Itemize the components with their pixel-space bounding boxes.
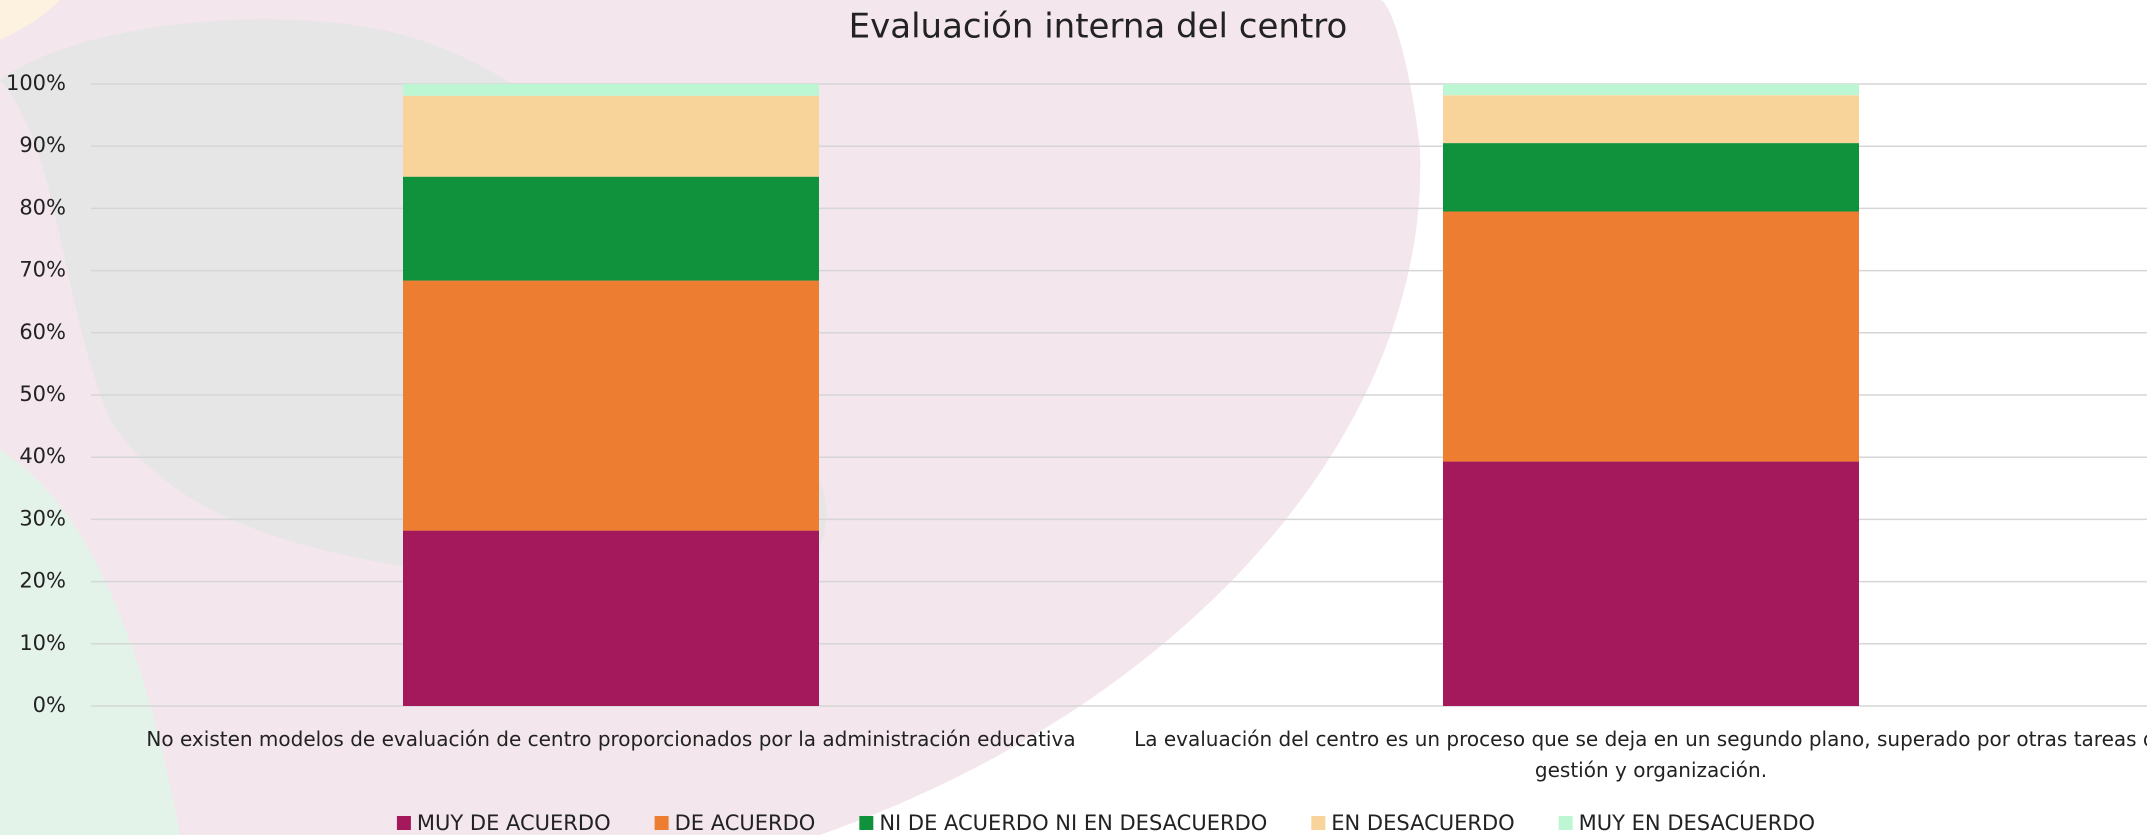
background-blob — [0, 0, 60, 40]
y-tick-label: 40% — [19, 444, 66, 468]
y-tick-label: 20% — [19, 569, 66, 593]
bar-segment — [403, 95, 819, 177]
chart-title: Evaluación interna del centro — [849, 7, 1348, 47]
bar-segment — [1443, 211, 1859, 462]
y-tick-label: 100% — [6, 71, 66, 95]
x-tick-label: La evaluación del centro es un proceso q… — [1134, 727, 2147, 782]
legend-label: EN DESACUERDO — [1331, 811, 1514, 835]
legend-swatch — [1311, 816, 1326, 830]
y-tick-label: 0% — [33, 693, 66, 717]
legend-label: MUY DE ACUERDO — [417, 811, 611, 835]
legend-label: MUY EN DESACUERDO — [1579, 811, 1815, 835]
y-tick-label: 30% — [19, 506, 66, 530]
y-tick-label: 90% — [19, 133, 66, 157]
bar-segment — [1443, 95, 1859, 144]
y-tick-label: 80% — [19, 195, 66, 219]
legend-label: DE ACUERDO — [675, 811, 816, 835]
y-tick-label: 10% — [19, 631, 66, 655]
bar-segment — [1443, 84, 1859, 96]
bar-segment — [403, 176, 819, 281]
bar-segment — [403, 84, 819, 96]
x-tick-label: No existen modelos de evaluación de cent… — [146, 727, 1076, 751]
legend-swatch — [396, 816, 411, 830]
legend-label: NI DE ACUERDO NI EN DESACUERDO — [879, 811, 1267, 835]
y-tick-label: 70% — [19, 258, 66, 282]
y-tick-label: 50% — [19, 382, 66, 406]
bar-segment — [403, 530, 819, 706]
background-blob — [0, 450, 180, 835]
bar-segment — [1443, 143, 1859, 212]
legend-swatch — [654, 816, 669, 830]
legend-swatch — [1558, 816, 1573, 830]
bar-segment — [403, 280, 819, 531]
y-tick-label: 60% — [19, 320, 66, 344]
bar-segment — [1443, 461, 1859, 706]
legend-swatch — [859, 816, 874, 830]
